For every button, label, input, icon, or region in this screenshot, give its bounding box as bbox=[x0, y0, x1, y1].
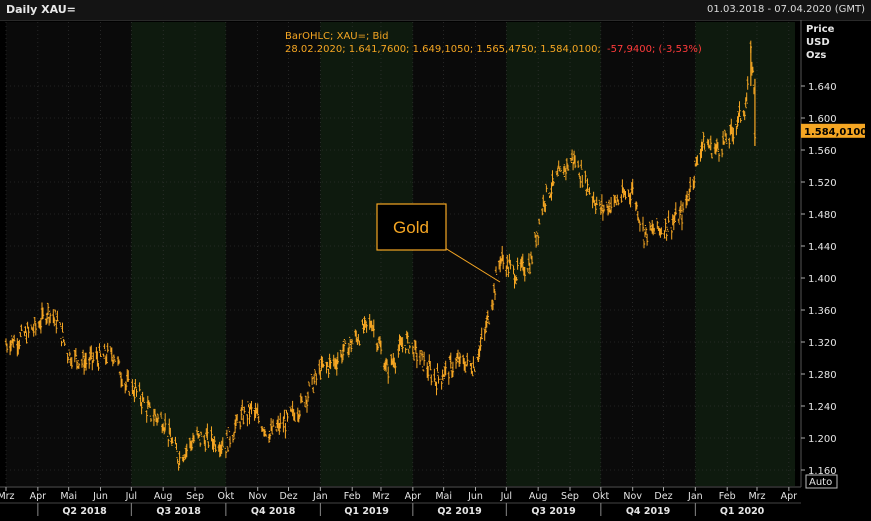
x-tick-label: Jul bbox=[500, 491, 512, 502]
y-tick-label: 1.640 bbox=[808, 82, 837, 93]
auto-button[interactable]: Auto bbox=[805, 474, 838, 489]
annotation-leader bbox=[444, 247, 501, 283]
x-tick-label: Okt bbox=[592, 491, 609, 502]
y-tick-label: 1.320 bbox=[808, 338, 837, 349]
x-tick-label: Sep bbox=[186, 491, 204, 502]
quarter-label: Q2 2019 bbox=[437, 506, 481, 517]
y-axis: 1.160 1.200 1.240 1.280 1.320 1.360 1.400 1.440… bbox=[801, 82, 837, 477]
x-tick-label: Okt bbox=[217, 491, 234, 502]
gold-series bbox=[4, 40, 757, 471]
x-axis-months: Mrz Apr Mai Jun Jul Aug Sep Okt Nov Dez Jan Feb Mrz A… bbox=[0, 487, 797, 502]
quarter-label: Q3 2018 bbox=[156, 506, 201, 517]
x-tick-label: Mrz bbox=[748, 491, 765, 502]
x-tick-label: Dez bbox=[279, 491, 297, 502]
x-tick-label: Mai bbox=[435, 491, 452, 502]
info-line-1: BarOHLC; XAU=; Bid bbox=[285, 31, 389, 42]
x-tick-label: Nov bbox=[623, 491, 642, 502]
unit-currency: USD bbox=[806, 37, 830, 48]
x-tick-label: Jun bbox=[467, 491, 483, 502]
x-tick-label: Dez bbox=[654, 491, 672, 502]
x-tick-label: Apr bbox=[781, 491, 798, 502]
annotation-box[interactable] bbox=[376, 203, 447, 251]
y-tick-label: 1.360 bbox=[808, 306, 837, 317]
y-tick-label: 1.520 bbox=[808, 178, 837, 189]
x-tick-label: Sep bbox=[561, 491, 579, 502]
x-tick-label: Jun bbox=[92, 491, 108, 502]
ohlc-values: 28.02.2020; 1.641,7600; 1.649,1050; 1.56… bbox=[285, 44, 601, 55]
x-tick-label: Jul bbox=[125, 491, 137, 502]
y-tick-label: 1.160 bbox=[808, 466, 837, 477]
x-tick-label: Apr bbox=[405, 491, 422, 502]
quarter-label: Q4 2019 bbox=[626, 506, 670, 517]
auto-label: Auto bbox=[809, 477, 832, 488]
x-tick-label: Mrz bbox=[372, 491, 389, 502]
y-tick-label: 1.480 bbox=[808, 210, 837, 221]
quarter-band bbox=[131, 22, 226, 486]
x-tick-label: Jan bbox=[312, 491, 328, 502]
quarter-bands bbox=[6, 22, 795, 486]
chart-header: Daily XAU= 01.03.2018 - 07.04.2020 (GMT) bbox=[0, 0, 871, 21]
x-tick-label: Feb bbox=[719, 491, 736, 502]
quarter-label: Q2 2018 bbox=[62, 506, 107, 517]
x-tick-label: Aug bbox=[154, 491, 173, 502]
y-tick-label: 1.200 bbox=[808, 434, 837, 445]
unit-ozs: Ozs bbox=[806, 50, 826, 61]
x-tick-label: Jan bbox=[687, 491, 703, 502]
last-price-label: 1.584,0100 bbox=[804, 127, 867, 138]
y-tick-label: 1.440 bbox=[808, 242, 837, 253]
unit-price: Price bbox=[806, 24, 835, 35]
quarter-band bbox=[506, 22, 601, 486]
y-tick-label: 1.280 bbox=[808, 370, 837, 381]
annotation-label: Gold bbox=[393, 218, 429, 237]
date-range: 01.03.2018 - 07.04.2020 (GMT) bbox=[707, 4, 865, 15]
x-tick-label: Mrz bbox=[0, 491, 15, 502]
ohlc-bars bbox=[4, 40, 757, 471]
x-tick-label: Aug bbox=[529, 491, 548, 502]
x-tick-label: Nov bbox=[248, 491, 267, 502]
chart-title: Daily XAU= bbox=[6, 3, 76, 16]
grid-lines bbox=[5, 22, 795, 486]
info-line-2: 28.02.2020; 1.641,7600; 1.649,1050; 1.56… bbox=[285, 44, 702, 55]
quarter-label: Q3 2019 bbox=[531, 506, 575, 517]
x-tick-label: Mai bbox=[60, 491, 77, 502]
quarter-band bbox=[320, 22, 413, 486]
quarter-label: Q1 2019 bbox=[344, 506, 388, 517]
quarter-label: Q1 2020 bbox=[720, 506, 765, 517]
last-price-tag: 1.584,0100 bbox=[801, 123, 867, 138]
x-tick-label: Apr bbox=[30, 491, 47, 502]
ohlc-change: -57,9400; (-3,53%) bbox=[607, 44, 702, 55]
quarter-band bbox=[788, 22, 795, 486]
y-tick-label: 1.600 bbox=[808, 114, 837, 125]
y-tick-label: 1.400 bbox=[808, 274, 837, 285]
y-tick-label: 1.240 bbox=[808, 402, 837, 413]
y-tick-label: 1.560 bbox=[808, 146, 837, 157]
x-tick-label: Feb bbox=[344, 491, 361, 502]
quarter-label: Q4 2018 bbox=[251, 506, 296, 517]
quarter-band bbox=[695, 22, 789, 486]
x-axis-quarters: Q2 2018 Q3 2018 Q4 2018 Q1 2019 Q2 2019 Q3 20… bbox=[0, 502, 801, 517]
